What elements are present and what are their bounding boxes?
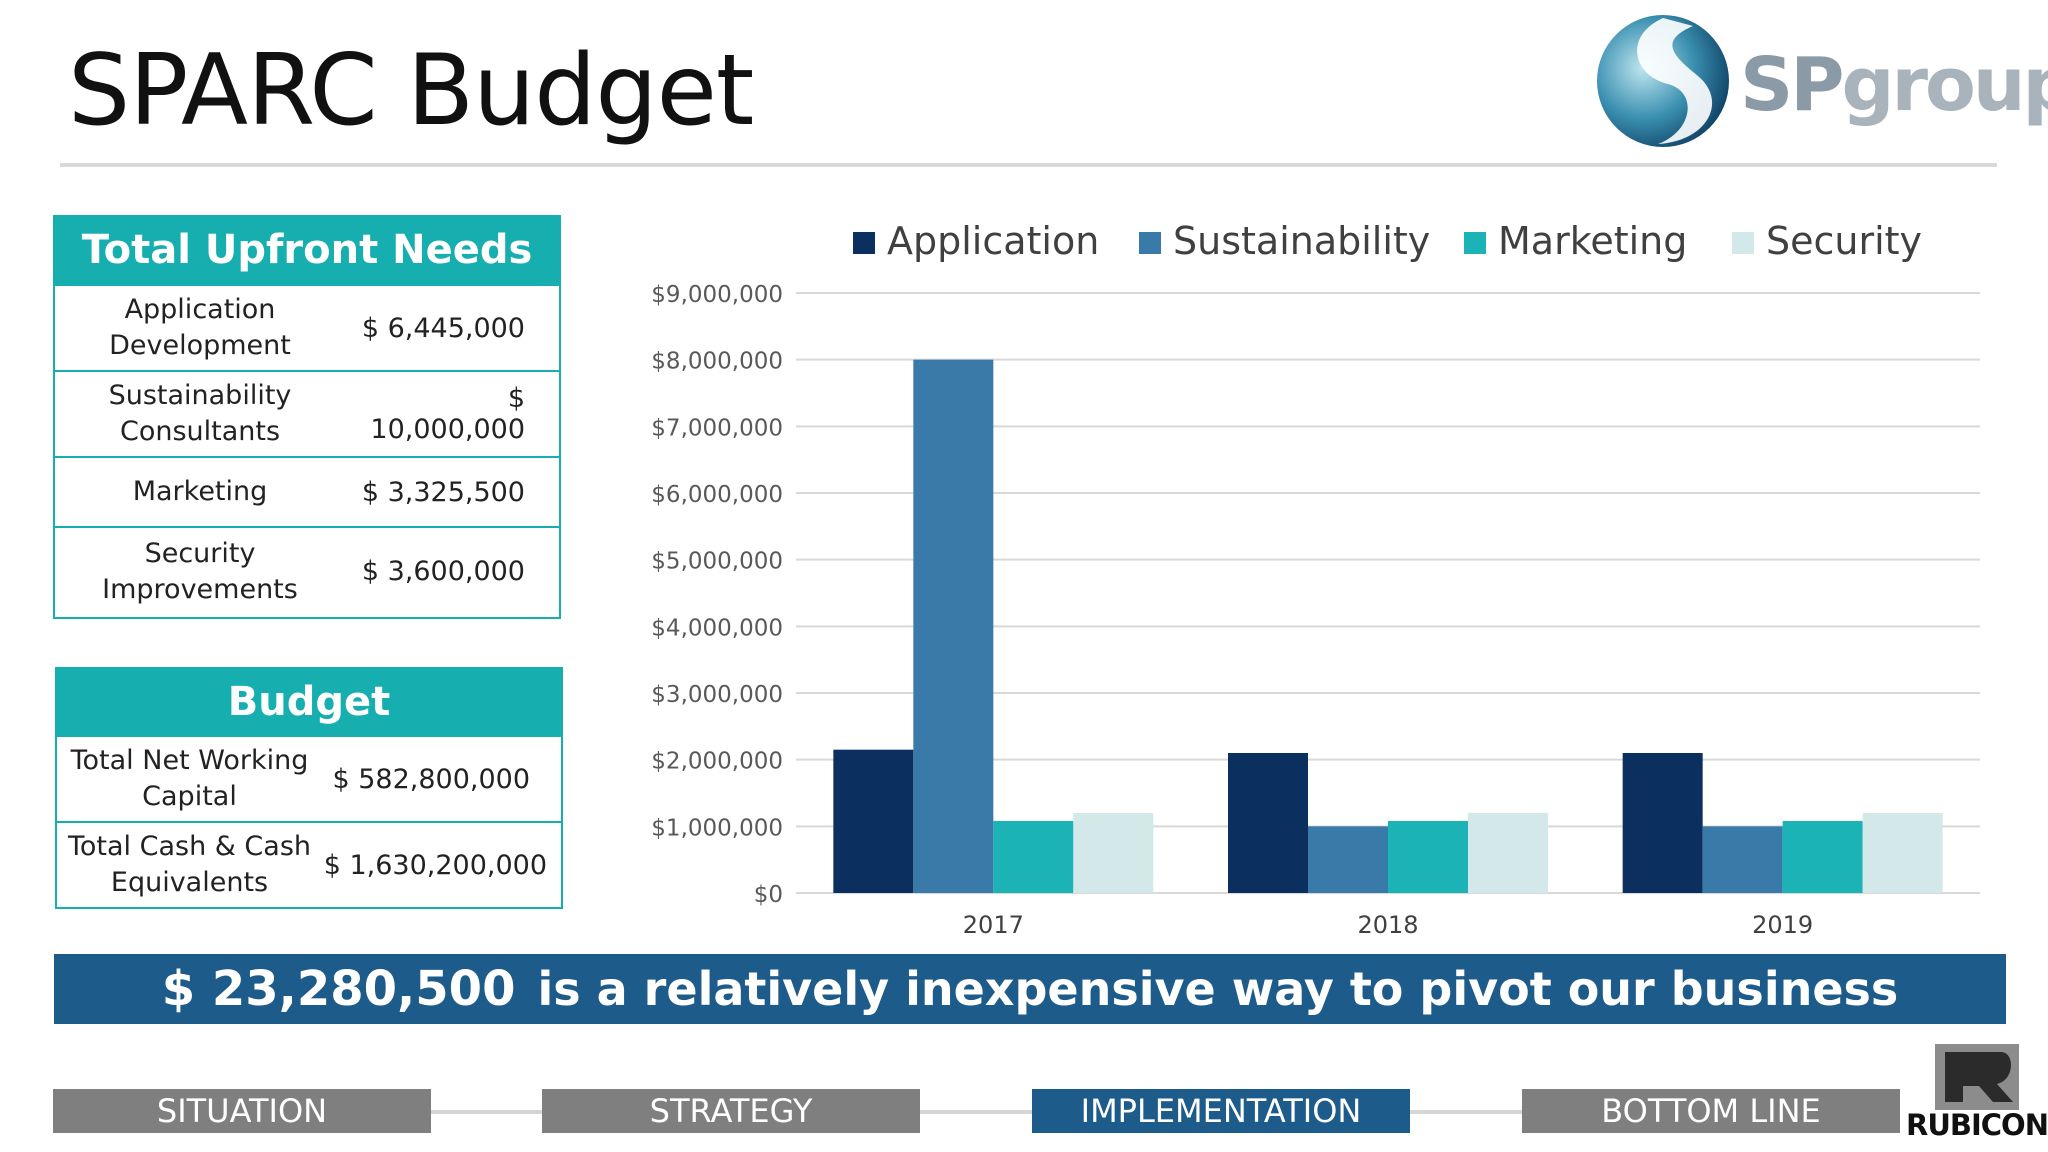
table-row: Sustainability Consultants $ 10,000,000 xyxy=(55,370,559,456)
y-tick-label: $3,000,000 xyxy=(651,682,783,708)
y-tick-label: $2,000,000 xyxy=(651,749,783,775)
y-tick-label: $4,000,000 xyxy=(651,615,783,641)
label-line: Sustainability xyxy=(108,380,292,411)
banner-text: is a relatively inexpensive way to pivot… xyxy=(537,962,1899,1016)
label-line: Total Net Working xyxy=(70,745,309,776)
slide-title: SPARC Budget xyxy=(68,34,754,148)
rubicon-wordmark: RUBICON xyxy=(1906,1108,2048,1142)
logo-sp: SP xyxy=(1740,42,1845,128)
table-row: Total Net Working Capital $ 582,800,000 xyxy=(57,735,561,821)
row-value: $ 10,000,000 xyxy=(370,383,525,445)
bar-sustainability-2019 xyxy=(1702,826,1783,893)
tab-implementation[interactable]: IMPLEMENTATION xyxy=(1032,1089,1410,1133)
x-tick-label: 2018 xyxy=(1357,911,1418,939)
tab-situation[interactable]: SITUATION xyxy=(53,1089,431,1133)
table-row: Marketing $ 3,325,500 xyxy=(55,456,559,526)
row-value: $ 6,445,000 xyxy=(361,312,525,344)
budget-bar-chart: $0 $1,000,000 $2,000,000 $3,000,000 $4,000,0… xyxy=(651,219,1980,939)
bar-sustainability-2017 xyxy=(913,359,994,893)
label-line: Security xyxy=(144,537,256,569)
label-line: Application xyxy=(124,294,276,325)
tab-bottom-line[interactable]: BOTTOM LINE xyxy=(1522,1089,1900,1133)
legend-swatch-security xyxy=(1732,232,1754,254)
row-label: Sustainability Consultants xyxy=(55,378,345,450)
y-tick-label: $7,000,000 xyxy=(651,415,783,441)
table-row: Application Development $ 6,445,000 xyxy=(55,284,559,370)
y-tick-label: $9,000,000 xyxy=(651,282,783,308)
y-tick-label: $5,000,000 xyxy=(651,549,783,575)
bar-marketing-2018 xyxy=(1388,821,1468,893)
bar-security-2018 xyxy=(1468,813,1548,893)
row-value: $ 582,800,000 xyxy=(332,763,530,795)
bar-security-2019 xyxy=(1862,813,1943,893)
legend-swatch-marketing xyxy=(1464,232,1486,254)
legend-label-security: Security xyxy=(1766,219,1922,263)
legend-label-application: Application xyxy=(887,219,1099,263)
label-line: Equivalents xyxy=(110,867,269,898)
label-line: Consultants xyxy=(119,416,281,447)
row-label: Total Net Working Capital xyxy=(57,743,322,815)
label-line: Improvements xyxy=(102,573,298,605)
legend-swatch-sustainability xyxy=(1139,232,1161,254)
row-label: Marketing xyxy=(55,474,345,510)
x-tick-label: 2019 xyxy=(1752,911,1813,939)
legend-swatch-application xyxy=(853,232,875,254)
budget-considerations-header: Budget Considerations xyxy=(57,669,561,791)
budget-considerations-table: Budget Considerations Total Net Working … xyxy=(55,667,563,909)
tab-strategy[interactable]: STRATEGY xyxy=(542,1089,920,1133)
label-line: Marketing xyxy=(132,476,268,507)
legend-label-marketing: Marketing xyxy=(1498,219,1687,263)
upfront-needs-header: Total Upfront Needs xyxy=(55,217,559,284)
bar-sustainability-2018 xyxy=(1308,826,1388,893)
sp-group-logo-icon xyxy=(1597,15,1729,147)
y-tick-label: $6,000,000 xyxy=(651,482,783,508)
row-label: Total Cash & Cash Equivalents xyxy=(57,829,322,901)
row-value: $ 3,600,000 xyxy=(361,556,525,587)
summary-banner: $ 23,280,500 is a relatively inexpensive … xyxy=(54,954,2006,1024)
logo-group: group xyxy=(1841,42,2048,128)
label-line: Capital xyxy=(142,781,237,812)
bar-marketing-2017 xyxy=(993,821,1074,893)
rubicon-logo-icon xyxy=(1935,1044,2019,1110)
bar-application-2017 xyxy=(833,749,914,893)
bar-application-2018 xyxy=(1228,753,1308,893)
logo-wordmark: SPgroup xyxy=(1740,42,2048,128)
nav-connector-line xyxy=(60,1110,1900,1114)
y-tick-label: $1,000,000 xyxy=(651,815,783,841)
title-divider xyxy=(60,163,1997,167)
row-label: Security Improvements xyxy=(55,536,345,608)
label-line: Development xyxy=(109,330,291,361)
y-tick-label: $0 xyxy=(754,882,783,908)
bar-security-2017 xyxy=(1073,813,1154,893)
legend-label-sustainability: Sustainability xyxy=(1173,219,1430,263)
bar-marketing-2019 xyxy=(1782,821,1863,893)
table-row: Security Improvements $ 3,600,000 xyxy=(55,526,559,615)
row-value: $ 1,630,200,000 xyxy=(323,849,547,881)
upfront-needs-table: Total Upfront Needs Application Developm… xyxy=(53,215,561,619)
banner-amount: $ 23,280,500 xyxy=(161,961,516,1017)
label-line: Total Cash & Cash xyxy=(67,831,311,862)
bar-application-2019 xyxy=(1622,753,1703,893)
row-label: Application Development xyxy=(55,292,345,364)
y-tick-label: $8,000,000 xyxy=(651,349,783,375)
table-row: Total Cash & Cash Equivalents $ 1,630,20… xyxy=(57,821,561,907)
row-value: $ 3,325,500 xyxy=(361,476,525,508)
x-tick-label: 2017 xyxy=(963,911,1024,939)
